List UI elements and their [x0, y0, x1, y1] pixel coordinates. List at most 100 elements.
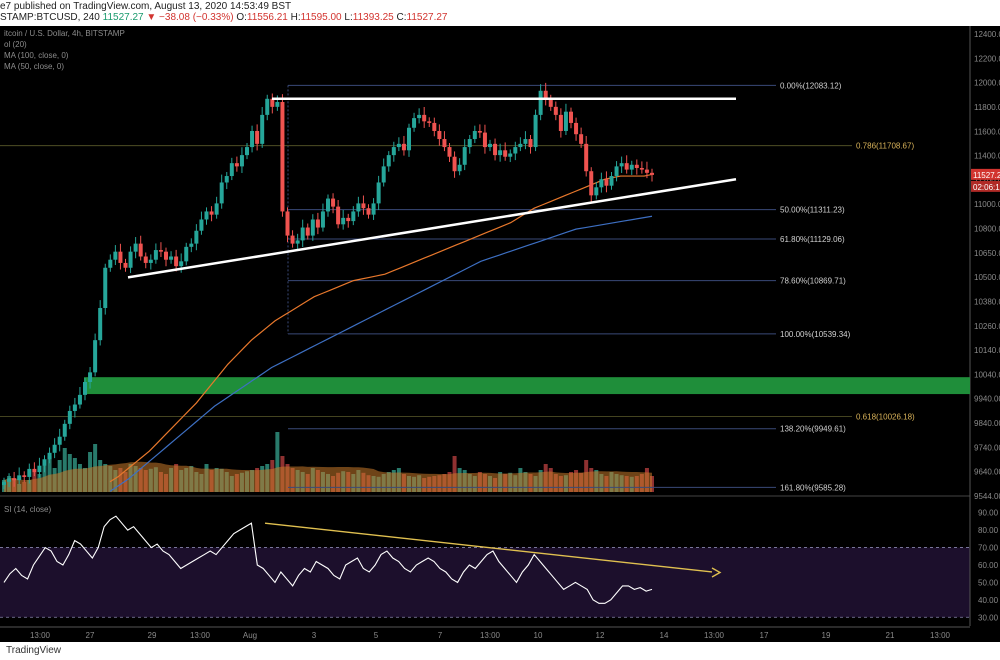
candle-body — [381, 166, 386, 183]
candle-body — [599, 179, 604, 188]
candle-body — [67, 410, 72, 424]
candle-body — [427, 121, 432, 123]
legend-title: itcoin / U.S. Dollar, 4h, BITSTAMP — [4, 29, 125, 38]
candle-body — [174, 256, 179, 267]
time-tick: 13:00 — [930, 631, 951, 640]
candle-body — [133, 243, 138, 252]
candle-body — [250, 130, 255, 148]
footer: TradingView — [0, 642, 1000, 660]
candle-body — [42, 459, 47, 466]
candle-body — [22, 475, 27, 477]
candle-body — [376, 182, 381, 204]
ascending-trendline — [127, 178, 737, 279]
candle-body — [280, 102, 285, 212]
candle-body — [401, 143, 406, 151]
rsi-line — [3, 515, 653, 604]
candle-body — [138, 243, 143, 257]
candle-body — [513, 147, 518, 154]
candle-body — [503, 150, 508, 157]
legend-ma50: MA (50, close, 0) — [4, 62, 64, 71]
candle-body — [229, 163, 234, 177]
price-tick: 10650.00 — [974, 249, 1000, 258]
price-tick: 9940.00 — [974, 395, 1000, 404]
ohlc-close: 11527.27 — [406, 12, 448, 23]
candle-body — [295, 240, 300, 244]
price-tick: 11000.00 — [974, 200, 1000, 209]
candle-body — [366, 208, 371, 215]
candle-body — [199, 219, 204, 231]
candle-body — [17, 475, 22, 481]
candle-body — [305, 227, 310, 236]
countdown-marker — [971, 180, 1000, 192]
fib-label: 161.80%(9585.28) — [780, 483, 846, 492]
price-tick: 9640.00 — [974, 468, 1000, 477]
price-change: ▼ −38.08 (−0.33%) — [146, 12, 234, 23]
price-tick: 9740.00 — [974, 443, 1000, 452]
price-tick: 9840.00 — [974, 419, 1000, 428]
fib-label: 61.80%(11129.06) — [780, 235, 845, 244]
price-chart[interactable]: 0.00%(12083.12) 50.00%(11311.23) 61.80%(11… — [0, 26, 1000, 642]
candle-body — [37, 465, 42, 473]
fib-label: 138.20%(9949.61) — [780, 425, 846, 434]
candle-body — [422, 114, 427, 122]
volume-ma-area — [4, 461, 652, 492]
candle-body — [437, 130, 442, 140]
candle-body — [361, 203, 366, 209]
candle-body — [158, 250, 163, 252]
candle-body — [457, 164, 462, 172]
volume-bar — [62, 448, 67, 492]
candle-body — [533, 114, 538, 148]
candle-body — [584, 143, 589, 172]
candle-body — [93, 340, 98, 373]
ohlc-high-label: H: — [290, 12, 301, 23]
legend-rsi: SI (14, close) — [4, 505, 51, 514]
candle-body — [169, 256, 174, 260]
rsi-trend-arrow — [711, 567, 722, 578]
candle-body — [179, 261, 184, 267]
candle-body — [432, 122, 437, 131]
legend-ma100: MA (100, close, 0) — [4, 51, 69, 60]
rsi-tick: 90.00 — [978, 509, 999, 518]
candle-body — [477, 130, 482, 133]
candle-body — [341, 217, 346, 225]
ma50-line — [109, 173, 653, 483]
volume-bar — [275, 432, 280, 492]
candle-body — [194, 230, 199, 244]
time-tick: 10 — [534, 631, 543, 640]
candle-body — [83, 382, 87, 395]
candle-body — [260, 114, 265, 144]
candle-body — [386, 155, 391, 167]
price-tick: 12200.00 — [974, 54, 1000, 63]
candle-body — [336, 206, 341, 225]
time-tick: 13:00 — [704, 631, 725, 640]
candle-body — [52, 444, 57, 453]
candle-body — [493, 143, 498, 156]
candle-body — [331, 198, 336, 207]
ma100-line — [109, 215, 653, 492]
time-tick: 29 — [148, 631, 157, 640]
candle-body — [148, 259, 153, 263]
time-tick: 5 — [374, 631, 379, 640]
rsi-tick: 80.00 — [978, 526, 999, 535]
rsi-trendline — [264, 522, 713, 573]
candle-body — [548, 98, 553, 107]
time-tick: 12 — [596, 631, 605, 640]
candle-body — [108, 259, 113, 268]
candle-body — [88, 372, 93, 383]
time-tick: 19 — [822, 631, 831, 640]
price-tick: 9544.00 — [974, 492, 1000, 501]
candle-body — [27, 468, 32, 477]
price-tick: 11800.00 — [974, 103, 1000, 112]
time-tick: 13:00 — [30, 631, 51, 640]
price-tick: 10500.00 — [974, 273, 1000, 282]
price-tick: 12000.00 — [974, 79, 1000, 88]
rsi-band-fill — [0, 547, 970, 618]
price-tick: 10040.00 — [974, 370, 1000, 379]
time-tick: 13:00 — [190, 631, 211, 640]
candle-body — [447, 147, 452, 157]
published-text: e7 published on TradingView.com, August … — [0, 1, 292, 12]
price-tick: 10380.00 — [974, 297, 1000, 306]
ohlc-open-label: O: — [236, 12, 247, 23]
ohlc-high: 11595.00 — [300, 12, 342, 23]
price-tick: 11200.00 — [974, 176, 1000, 185]
